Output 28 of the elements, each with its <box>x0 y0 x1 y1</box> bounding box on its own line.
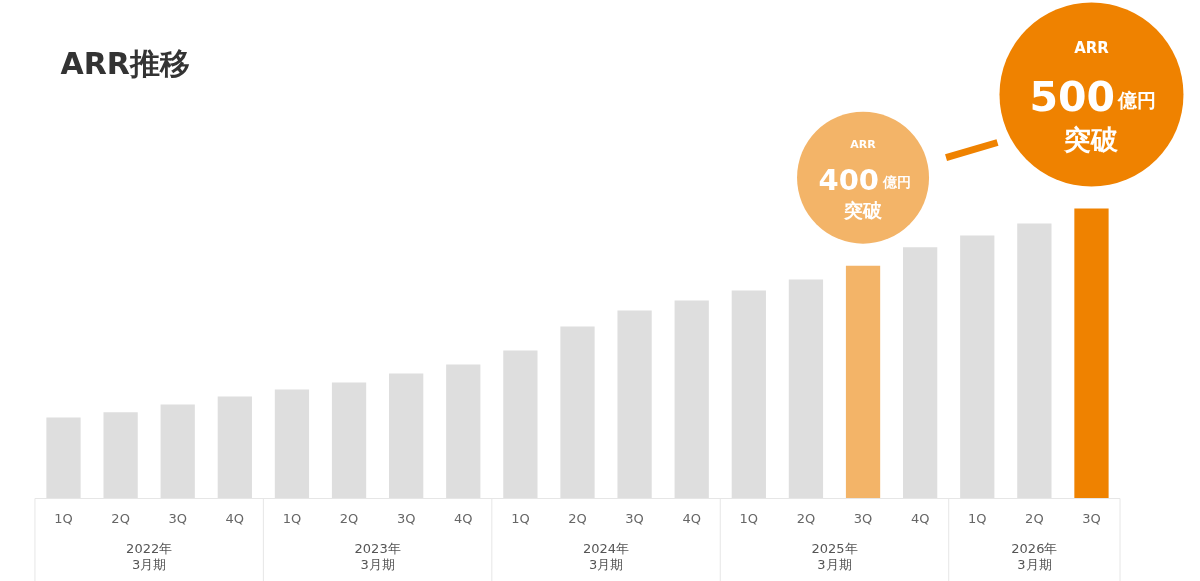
x-tick-label: 3Q <box>1082 511 1101 526</box>
text: 2022年 3月期 <box>126 541 173 572</box>
annotation: ARR 500億円突破 <box>1029 39 1156 155</box>
x-tick-label: 2Q <box>111 511 130 526</box>
x-tick-label: 1Q <box>511 511 530 526</box>
x-tick-label: 2Q <box>796 511 816 526</box>
bar <box>845 265 881 499</box>
x-tick-label: 1Q <box>739 511 759 526</box>
text: 2025年 3月期 <box>811 541 858 572</box>
x-tick-label: 1Q <box>54 511 73 526</box>
x-tick-label: 2Q <box>568 511 587 526</box>
text: 2024年 3月期 <box>583 541 630 572</box>
bar <box>1074 208 1109 499</box>
x-tick-label: 3Q <box>168 511 187 526</box>
x-tick-label: 3Q <box>625 511 644 526</box>
x-tick-label: 1Q <box>968 511 987 526</box>
x-tick-label: 3Q <box>396 511 416 526</box>
x-tick-label: 2Q <box>1025 511 1044 526</box>
x-tick-label: 4Q <box>682 511 701 526</box>
x-tick-label: 4Q <box>910 511 930 526</box>
x-tick-label: 4Q <box>225 511 245 526</box>
text: 2026年 3月期 <box>1011 541 1058 572</box>
chart-title: ARR推移 <box>60 46 190 81</box>
x-tick-label: 2Q <box>339 511 359 526</box>
x-tick-label: 4Q <box>454 511 473 526</box>
text: 2023年 3月期 <box>354 541 401 572</box>
x-tick-label: 1Q <box>282 511 302 526</box>
x-tick-label: 3Q <box>853 511 873 526</box>
